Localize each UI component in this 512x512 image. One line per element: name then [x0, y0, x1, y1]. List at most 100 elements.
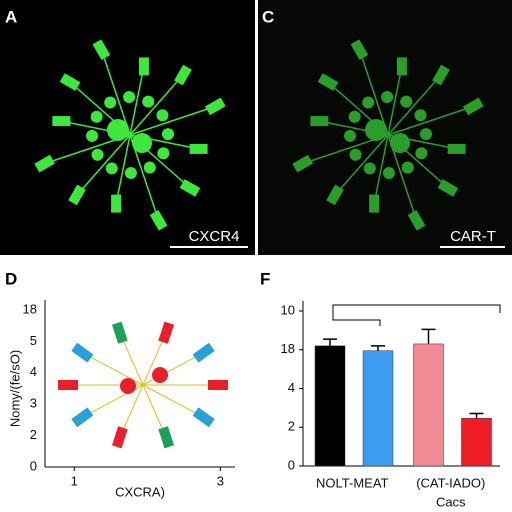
cell: [149, 210, 168, 231]
node: [158, 321, 175, 344]
y-tick-label: 10: [281, 302, 295, 317]
node: [192, 342, 215, 363]
panel-label: F: [260, 269, 270, 288]
cell: [161, 128, 174, 141]
panel-label: C: [262, 7, 274, 26]
y-tick-label: 0: [30, 458, 37, 473]
link: [142, 384, 204, 418]
y-tick-label: 5: [30, 333, 37, 348]
y-tick-label: 18: [281, 341, 295, 356]
y-axis-label: Nomy/(fe/sO): [7, 350, 22, 427]
cell: [344, 129, 357, 142]
cell: [189, 143, 208, 154]
bar: [413, 343, 444, 467]
node: [152, 367, 168, 383]
cell: [400, 95, 413, 108]
node: [71, 407, 94, 428]
process: [334, 134, 389, 196]
micrograph-a: [34, 39, 226, 231]
caption: CXCR4: [189, 228, 240, 245]
cell: [365, 119, 387, 141]
process: [387, 74, 442, 136]
process: [115, 134, 131, 204]
process: [76, 134, 131, 196]
cell: [34, 154, 55, 173]
y-tick-label: 4: [30, 364, 37, 379]
cell: [157, 147, 170, 160]
x-tick-label: 1: [71, 473, 78, 488]
cell: [382, 166, 395, 179]
caption: CAR-T: [450, 228, 496, 245]
process: [100, 49, 131, 136]
significance-bracket: [332, 304, 501, 326]
cell: [310, 116, 329, 127]
process: [129, 66, 145, 136]
cell: [91, 148, 104, 161]
process: [129, 105, 216, 136]
process: [387, 66, 403, 136]
node: [158, 426, 175, 449]
node: [71, 342, 94, 363]
x-tick-label: NOLT-MEAT: [316, 475, 389, 490]
y-tick-label: 18: [23, 301, 37, 316]
x-axis-label: Cacs: [436, 494, 466, 509]
cell: [179, 179, 201, 197]
cell: [447, 143, 466, 154]
y-tick-label: 2: [288, 419, 295, 434]
cell: [317, 73, 339, 91]
cell: [390, 133, 410, 153]
node: [111, 321, 128, 344]
cell: [68, 184, 86, 206]
network-drawing: [58, 321, 228, 449]
bar: [314, 345, 346, 467]
panel-label: A: [5, 7, 17, 26]
cell: [124, 166, 137, 179]
cell: [123, 91, 136, 104]
panel-label: D: [5, 269, 17, 288]
node: [120, 378, 136, 394]
cell: [407, 210, 426, 231]
link: [82, 352, 144, 386]
y-tick-label: 4: [288, 380, 295, 395]
cell: [92, 39, 111, 60]
cell: [104, 96, 117, 109]
node: [192, 407, 215, 428]
x-tick-label: 3: [217, 473, 224, 488]
x-axis-label: CXCRA): [115, 484, 165, 499]
y-tick-label: 0: [288, 457, 295, 472]
process: [387, 105, 474, 136]
cell: [52, 116, 71, 127]
cell: [348, 110, 361, 123]
cell: [415, 147, 428, 160]
cell: [292, 154, 313, 173]
process: [373, 134, 389, 204]
process: [358, 49, 389, 136]
cell: [463, 97, 484, 116]
cell: [59, 73, 81, 91]
process: [129, 74, 184, 136]
link: [142, 352, 204, 386]
cell: [105, 162, 118, 175]
cell: [174, 64, 192, 86]
micrograph-c: [292, 39, 484, 231]
x-tick-label: (CAT-IADO): [416, 475, 485, 490]
error-bar: [421, 328, 436, 344]
cell: [437, 179, 459, 197]
cell: [86, 129, 99, 142]
cell: [349, 148, 362, 161]
y-tick-label: 2: [30, 427, 37, 442]
cell: [156, 109, 169, 122]
bar: [362, 350, 394, 467]
cell: [142, 95, 155, 108]
cell: [111, 194, 122, 213]
error-bar: [323, 338, 337, 346]
cell: [363, 162, 376, 175]
cell: [414, 109, 427, 122]
node: [208, 380, 228, 390]
error-bar: [371, 345, 385, 351]
cell: [132, 133, 152, 153]
cell: [107, 119, 129, 141]
bar: [461, 418, 492, 467]
cell: [90, 110, 103, 123]
cell: [205, 97, 226, 116]
